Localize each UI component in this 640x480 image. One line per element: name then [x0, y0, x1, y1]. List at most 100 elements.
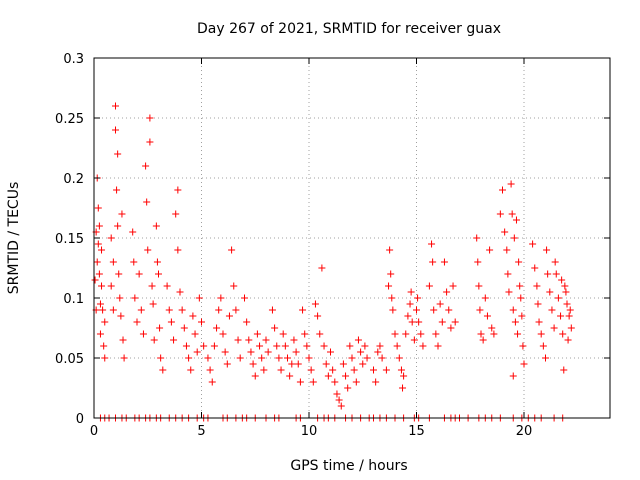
data-point: [415, 318, 423, 326]
data-point: [232, 306, 240, 314]
data-point: [560, 366, 568, 374]
data-point: [210, 342, 218, 350]
data-point: [174, 246, 182, 254]
data-point: [264, 348, 272, 356]
data-point: [309, 378, 317, 386]
data-point: [117, 312, 125, 320]
data-point: [284, 354, 291, 362]
y-tick-label: 0.25: [55, 112, 84, 127]
data-point: [557, 312, 565, 320]
y-tick-label: 0.15: [55, 232, 84, 247]
data-point: [262, 336, 270, 344]
data-point: [234, 336, 242, 344]
x-tick-label: 10: [301, 424, 318, 439]
data-point: [247, 348, 255, 356]
data-point: [180, 324, 188, 332]
axis-ticks: 0 5 10 15 20 0 0.05 0.1 0.15 0.2 0.25 0.3: [55, 52, 610, 439]
data-point: [503, 246, 511, 254]
data-point: [187, 366, 195, 374]
data-point: [563, 300, 571, 308]
data-point: [490, 330, 498, 338]
data-point: [511, 318, 519, 326]
data-point: [391, 330, 399, 338]
data-point: [137, 306, 145, 314]
data-point: [324, 372, 332, 380]
data-point: [268, 306, 276, 314]
data-point: [93, 258, 101, 266]
data-point: [95, 270, 103, 278]
data-point: [299, 306, 307, 314]
data-point: [507, 180, 515, 188]
data-point: [172, 210, 180, 218]
data-point: [438, 318, 446, 326]
data-point: [537, 330, 545, 338]
y-tick-label: 0.3: [63, 52, 84, 67]
data-point: [167, 318, 175, 326]
data-point: [215, 306, 223, 314]
data-point: [359, 360, 367, 368]
data-point: [550, 324, 558, 332]
data-point: [542, 354, 549, 362]
data-point: [96, 300, 104, 308]
data-point: [531, 264, 539, 272]
data-point: [228, 246, 236, 254]
data-point: [428, 240, 436, 248]
data-point: [483, 312, 491, 320]
data-point: [559, 330, 567, 338]
data-point: [245, 336, 253, 344]
data-point: [206, 366, 214, 374]
data-point: [544, 270, 552, 278]
data-point: [204, 354, 212, 362]
data-point: [200, 342, 208, 350]
data-point: [256, 342, 264, 350]
data-point: [505, 288, 513, 296]
data-point: [213, 324, 221, 332]
data-point: [109, 306, 117, 314]
data-point: [286, 372, 294, 380]
data-point: [430, 306, 438, 314]
data-point: [163, 282, 171, 290]
data-point: [508, 210, 516, 218]
data-point: [329, 366, 337, 374]
data-point: [440, 258, 448, 266]
data-point: [475, 282, 483, 290]
data-point: [198, 318, 205, 326]
data-point: [217, 294, 225, 302]
y-tick-label: 0.05: [55, 352, 84, 367]
data-point: [249, 360, 257, 368]
data-point: [251, 372, 259, 380]
chart-title: Day 267 of 2021, SRMTID for receiver gua…: [197, 21, 501, 37]
data-point: [333, 390, 341, 398]
data-point: [515, 258, 523, 266]
data-point: [290, 336, 298, 344]
data-point: [354, 336, 362, 344]
data-point: [443, 288, 451, 296]
data-point: [98, 282, 106, 290]
data-point: [156, 324, 164, 332]
data-point: [314, 312, 322, 320]
data-point: [279, 330, 287, 338]
data-point: [135, 270, 143, 278]
data-point: [253, 330, 261, 338]
data-point: [288, 360, 296, 368]
data-point: [303, 342, 311, 350]
data-point: [95, 222, 103, 230]
data-point: [473, 234, 481, 242]
grid-lines: [94, 58, 610, 418]
data-point: [113, 186, 121, 194]
data-point: [208, 378, 216, 386]
data-point: [152, 222, 160, 230]
data-point: [414, 294, 422, 302]
data-point: [509, 372, 517, 380]
plot-frame: [93, 57, 611, 419]
data-point: [305, 354, 313, 362]
data-point: [567, 324, 575, 332]
data-point: [131, 294, 139, 302]
data-point: [101, 354, 109, 362]
data-point: [94, 204, 102, 212]
data-point: [94, 240, 102, 248]
data-point: [476, 306, 484, 314]
data-point: [157, 354, 165, 362]
data-point: [374, 348, 382, 356]
